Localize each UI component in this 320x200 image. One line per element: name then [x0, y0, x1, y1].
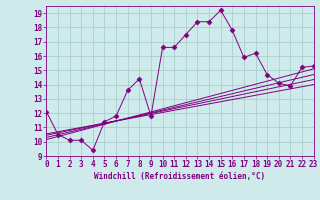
X-axis label: Windchill (Refroidissement éolien,°C): Windchill (Refroidissement éolien,°C): [94, 172, 266, 181]
